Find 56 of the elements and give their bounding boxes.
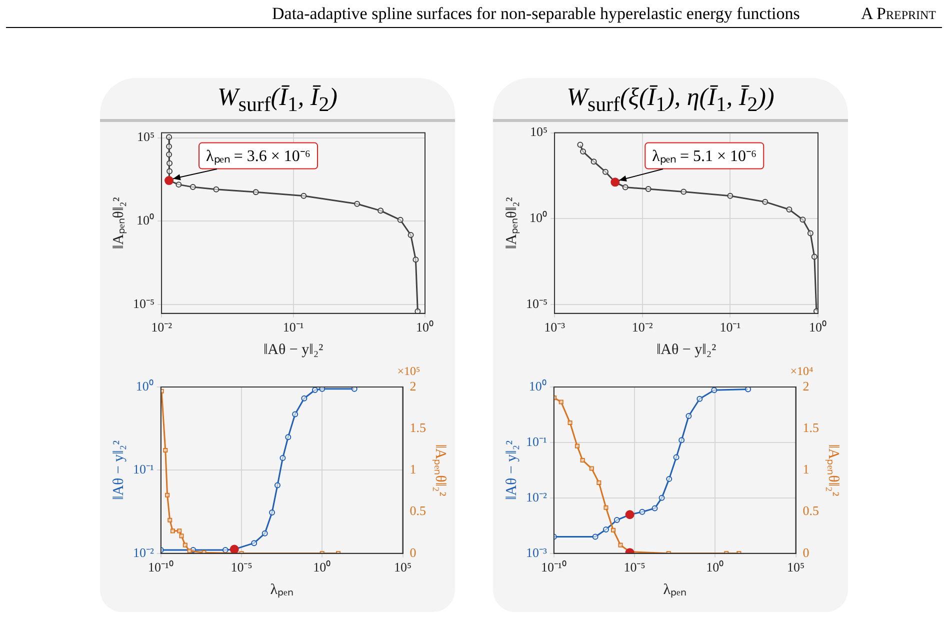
x-tick-label: 10⁰ — [416, 320, 434, 335]
x-axis-title: λₚₑₙ — [270, 582, 294, 598]
y-tick-label: 10⁻⁵ — [526, 296, 548, 311]
y2-tick-label: 1.5 — [410, 420, 426, 436]
y-tick-label: 10⁻³ — [526, 544, 547, 560]
x-tick-label: 10⁻² — [632, 320, 653, 335]
y-tick-label: 10⁰ — [136, 378, 154, 394]
x-tick-label: 10⁻¹⁰ — [540, 560, 567, 575]
text: Data-adaptive spline surfaces for non-separable hyperelastic energy functions — [272, 4, 800, 24]
chart-title: W$_{surf}$(ξ(Ī$_{1}$), η(Ī$_{1}$, Ī$_{2}$)) — [566, 84, 774, 116]
x-tick-label: 10⁵ — [786, 560, 805, 575]
x-tick-label: 10⁰ — [809, 320, 827, 335]
y-tick-label: 10⁻⁵ — [132, 296, 155, 312]
y-tick-label: 10⁵ — [530, 124, 548, 140]
y-tick-label: 10⁵ — [136, 129, 155, 144]
x-tick-label: 10⁵ — [394, 560, 412, 575]
y2-tick-label: 0 — [802, 544, 810, 560]
y-tick-label: 10⁻² — [526, 489, 547, 504]
x-tick-label: 10⁻¹ — [720, 320, 741, 335]
y2-tick-label: 1 — [410, 462, 416, 477]
x-axis-title: λₚₑₙ — [663, 582, 686, 598]
x-tick-label: 10⁻⁵ — [624, 560, 646, 575]
y-tick-label: 10⁰ — [528, 378, 547, 394]
y2-tick-label: 2 — [802, 378, 810, 394]
x-tick-label: 10⁻¹⁰ — [148, 560, 174, 575]
y2-tick-label: 1.5 — [802, 420, 819, 436]
y2-tick-label: 0.5 — [410, 503, 426, 518]
y-tick-label: 10⁻¹ — [132, 462, 154, 477]
chart-title: W$_{surf}$(Ī$_{1}$, Ī$_{2}$) — [216, 83, 338, 118]
y-tick-label: 10⁻² — [132, 544, 154, 560]
y-tick-label: 10⁰ — [530, 210, 548, 226]
y2-tick-label: 0 — [410, 544, 416, 560]
annotation: λₚₑₙ = 3.6 × 10⁻⁶ — [206, 148, 311, 166]
y-tick-label: 10⁰ — [136, 212, 155, 228]
y2-tick-label: 1 — [802, 462, 810, 477]
x-tick-label: 10⁻³ — [544, 320, 566, 335]
x-tick-label: 10⁻² — [151, 320, 172, 335]
y2-axis-title: ‖Aₚₑₙθ‖₂² — [432, 444, 448, 497]
x-tick-label: 10⁻¹ — [282, 320, 304, 335]
y-axis-title: ‖Aₚₑₙθ‖₂² — [110, 196, 127, 250]
x-tick-label: 10⁰ — [313, 560, 332, 575]
y2-tick-label: 0.5 — [802, 503, 819, 518]
y-axis-title: ‖Aθ − y‖₂² — [504, 440, 520, 500]
y-tick-label: 10⁻¹ — [526, 434, 547, 449]
x-axis-title: ‖Aθ − y‖₂² — [263, 342, 324, 358]
annotation: λₚₑₙ = 5.1 × 10⁻⁶ — [652, 148, 757, 166]
y2-tick-label: 2 — [410, 378, 416, 394]
text: A Preprint — [860, 4, 936, 24]
x-tick-label: 10⁻⁵ — [230, 560, 252, 575]
y2-axis-title: ‖Aₚₑₙθ‖₂² — [825, 444, 842, 497]
x-tick-label: 10⁰ — [706, 560, 724, 575]
y-axis-title: ‖Aθ − y‖₂² — [110, 440, 127, 500]
x-axis-title: ‖Aθ − y‖₂² — [656, 342, 717, 358]
text: ×10⁴ — [790, 364, 814, 378]
y-axis-title: ‖Aₚₑₙθ‖₂² — [504, 196, 520, 250]
text: ×10⁵ — [397, 364, 420, 378]
